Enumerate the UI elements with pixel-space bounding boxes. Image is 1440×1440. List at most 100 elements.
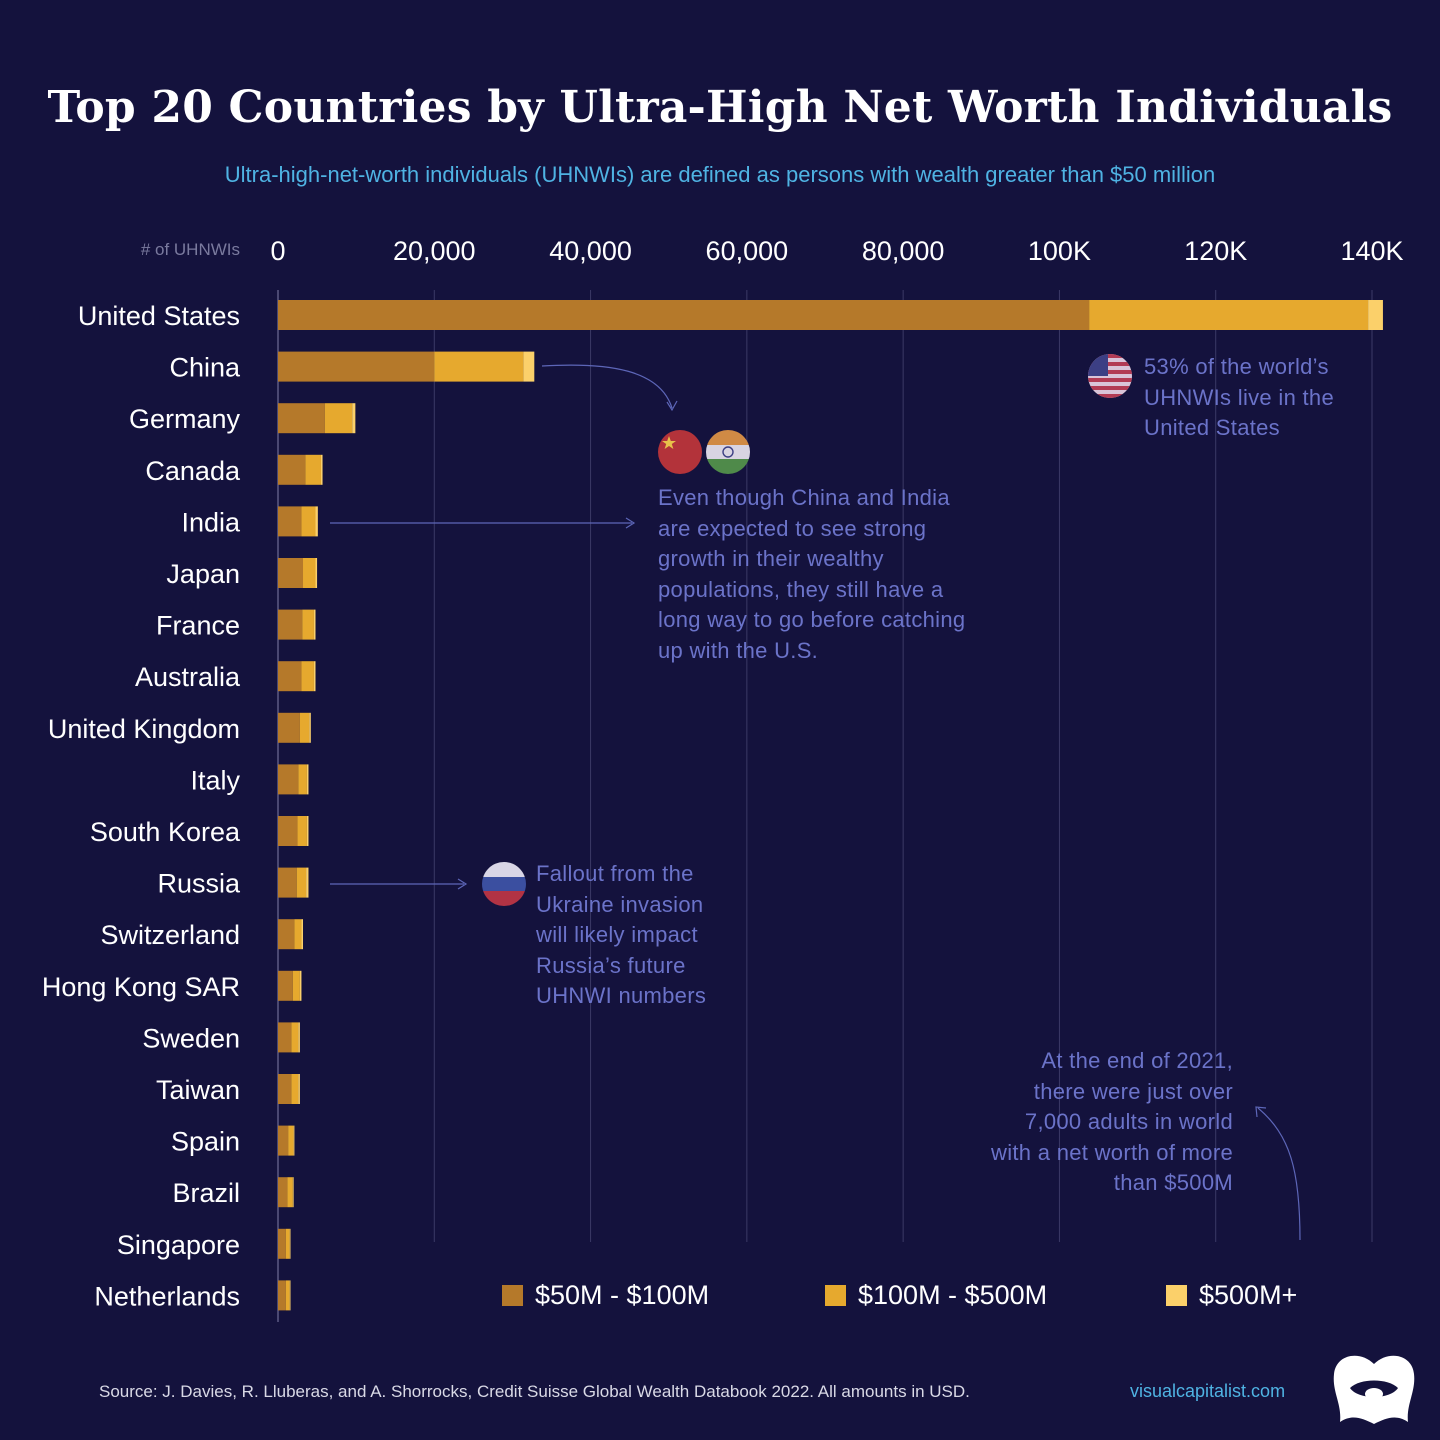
- over-500m-arrowhead: [1255, 1106, 1267, 1118]
- legend-label: $100M - $500M: [858, 1279, 1048, 1310]
- bar-segment: [278, 1022, 292, 1053]
- bar-segment: [278, 970, 293, 1001]
- category-label: Singapore: [117, 1230, 240, 1260]
- category-label: France: [156, 611, 240, 641]
- over-500m-arrow: [1257, 1107, 1301, 1241]
- category-label: Sweden: [142, 1023, 240, 1053]
- bar-segment: [278, 403, 325, 434]
- category-label: Germany: [129, 404, 241, 434]
- bar-segment: [301, 661, 314, 692]
- bar-segment: [1368, 300, 1383, 330]
- source-note: Source: J. Davies, R. Lluberas, and A. S…: [99, 1382, 970, 1401]
- bar-segment: [1089, 300, 1369, 330]
- x-tick-label: 120K: [1184, 236, 1247, 266]
- bar-segment: [278, 609, 303, 640]
- bar-segment: [301, 919, 304, 950]
- bar-segment: [278, 1177, 288, 1208]
- category-label: India: [181, 507, 241, 537]
- bar-segment: [306, 764, 309, 795]
- us-annotation: 53% of the world’s UHNWIs live in the Un…: [1144, 354, 1334, 440]
- bar-segment: [278, 1125, 289, 1156]
- legend-label: $500M+: [1199, 1279, 1298, 1310]
- over-500m-annotation: At the end of 2021, there were just over…: [991, 1048, 1233, 1195]
- bar-segment: [296, 867, 307, 898]
- bar-segment: [291, 1074, 299, 1104]
- x-tick-label: 60,000: [706, 236, 789, 266]
- x-tick-label: 80,000: [862, 236, 945, 266]
- category-label: South Korea: [90, 817, 241, 847]
- category-label: Spain: [171, 1127, 240, 1157]
- bar-segment: [278, 712, 300, 743]
- china-arrowhead: [666, 400, 678, 412]
- bar-segment: [285, 1228, 290, 1259]
- india-arrowhead: [625, 517, 636, 529]
- china-india-annotation: Even though China and India are expected…: [658, 485, 966, 663]
- category-label: Brazil: [172, 1178, 240, 1208]
- russia-arrowhead: [457, 878, 468, 890]
- bar-segment: [278, 1280, 286, 1311]
- bar-segment: [298, 1074, 300, 1104]
- bar-segment: [292, 970, 300, 1001]
- chart-title: Top 20 Countries by Ultra-High Net Worth…: [47, 82, 1393, 133]
- bar-segment: [293, 1125, 295, 1156]
- category-label: Hong Kong SAR: [42, 972, 240, 1002]
- bar-segment: [278, 919, 295, 950]
- bar-segment: [301, 506, 316, 537]
- category-label: Switzerland: [100, 920, 240, 950]
- china-flag-icon: [658, 430, 702, 474]
- bar-segment: [291, 1022, 299, 1053]
- category-label: Canada: [145, 456, 241, 486]
- bar-segment: [278, 351, 435, 382]
- bar-segment: [306, 867, 309, 898]
- legend-swatch: [825, 1284, 846, 1306]
- bar-segment: [315, 506, 318, 537]
- site-link[interactable]: visualcapitalist.com: [1130, 1381, 1286, 1401]
- legend-item-100m-500m: $100M - $500M: [825, 1278, 1047, 1312]
- bar-segment: [298, 764, 307, 795]
- bar-segment: [278, 1228, 286, 1259]
- category-label: China: [169, 353, 241, 383]
- bar-segment: [303, 558, 316, 588]
- x-axis-label: # of UHNWIs: [140, 240, 240, 259]
- bar-segment: [285, 1280, 290, 1311]
- bar-segment: [313, 661, 316, 692]
- legend-swatch: [1166, 1284, 1187, 1306]
- bar-segment: [294, 919, 302, 950]
- bar-segment: [297, 816, 307, 846]
- bar-segment: [278, 300, 1090, 330]
- bar-segment: [292, 1177, 294, 1208]
- legend-label: $50M - $100M: [535, 1279, 710, 1310]
- bar-segment: [302, 609, 314, 640]
- china-arrow: [541, 364, 673, 409]
- x-tick-label: 140K: [1340, 236, 1403, 266]
- annotation-arrows: [330, 364, 1301, 1241]
- bar-segment: [278, 816, 298, 846]
- legend-item-500m-plus: $500M+: [1166, 1278, 1297, 1312]
- bar-segment: [278, 867, 297, 898]
- tick-labels: 0 20,000 40,000 60,000 80,000 100K 120K 140K: [270, 236, 1403, 266]
- india-flag-icon: [706, 430, 750, 474]
- bar-segment: [324, 403, 353, 434]
- bar-segment: [298, 1022, 300, 1053]
- bar-segment: [352, 403, 356, 434]
- category-label: Italy: [190, 765, 240, 795]
- category-labels: United States China Germany Canada India Japa…: [42, 301, 241, 1311]
- category-label: Australia: [135, 662, 241, 692]
- bar-segment: [434, 351, 524, 382]
- bar-segment: [289, 1228, 291, 1259]
- bar-segment: [287, 1177, 293, 1208]
- legend-item-50m-100m: $50M - $100M: [502, 1278, 709, 1312]
- bar-segment: [288, 1125, 294, 1156]
- chart-subtitle: Ultra-high-net-worth individuals (UHNWIs…: [224, 162, 1216, 187]
- bar-segment: [278, 506, 302, 537]
- bar-segment: [278, 558, 304, 588]
- russia-flag-icon: [482, 862, 526, 906]
- x-tick-label: 100K: [1028, 236, 1091, 266]
- bar-segment: [278, 1074, 292, 1104]
- category-label: United Kingdom: [48, 714, 240, 744]
- bar-segment: [523, 351, 535, 382]
- bar-segment: [309, 712, 311, 743]
- x-tick-label: 20,000: [393, 236, 476, 266]
- bar-segment: [315, 558, 318, 588]
- bar-segment: [289, 1280, 291, 1311]
